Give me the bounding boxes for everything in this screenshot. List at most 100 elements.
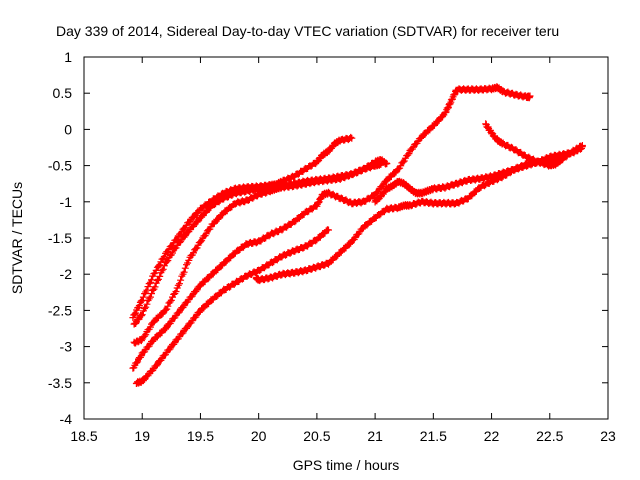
data-point	[362, 168, 365, 170]
data-point	[316, 161, 318, 163]
data-point	[479, 88, 481, 91]
series-1	[129, 133, 356, 322]
data-point	[222, 192, 225, 194]
plot-area	[83, 56, 609, 420]
data-point	[467, 179, 470, 181]
y-axis-label: SDTVAR / TECUs	[9, 182, 25, 294]
data-point	[292, 185, 295, 187]
data-point	[403, 182, 406, 185]
data-point	[269, 262, 272, 265]
data-point	[188, 221, 190, 223]
x-tick-label: 22	[484, 428, 500, 444]
data-point	[153, 367, 155, 370]
y-tick-label: -2	[60, 266, 73, 282]
data-point	[141, 313, 143, 315]
data-point	[234, 202, 237, 204]
data-point	[255, 277, 258, 279]
y-tick-label: -1.5	[48, 230, 72, 246]
data-point	[234, 282, 237, 284]
data-point	[374, 164, 376, 167]
y-tick-label: 0	[64, 121, 72, 137]
data-point	[257, 279, 260, 281]
data-point	[467, 88, 470, 91]
data-point	[467, 197, 470, 199]
data-point	[234, 188, 237, 190]
data-point	[374, 193, 376, 196]
data-point	[351, 137, 353, 139]
y-tick-label: -2.5	[48, 302, 72, 318]
data-point	[176, 313, 178, 315]
data-point	[391, 185, 394, 187]
data-point	[351, 202, 353, 204]
data-point	[386, 188, 388, 190]
data-point	[188, 298, 190, 301]
data-point	[496, 139, 499, 142]
x-tick-label: 19	[134, 428, 150, 444]
data-point	[141, 338, 143, 341]
data-point	[333, 143, 336, 145]
data-point	[339, 139, 342, 142]
data-point	[304, 211, 307, 214]
data-point	[444, 202, 446, 204]
data-point	[188, 258, 190, 261]
data-point	[211, 298, 213, 301]
y-axis: -4 -3.5 -3 -2.5 -2 -1.5 -1 -0.5 0 0.5 1	[48, 49, 608, 427]
data-point	[432, 202, 435, 204]
data-point	[420, 135, 423, 138]
y-tick-label: -0.5	[48, 158, 72, 174]
data-point	[409, 204, 411, 207]
y-tick-label: -3.5	[48, 375, 72, 391]
series-8-markers	[482, 120, 565, 170]
data-point	[514, 168, 516, 170]
data-point	[327, 262, 330, 265]
data-point	[581, 146, 584, 149]
data-point	[199, 216, 202, 219]
data-point	[386, 163, 388, 165]
data-point	[339, 177, 342, 180]
data-point	[246, 190, 248, 192]
data-point	[327, 228, 330, 231]
data-point	[281, 186, 283, 189]
data-point	[199, 309, 202, 312]
data-point	[304, 182, 307, 185]
data-point	[537, 161, 539, 163]
data-point	[432, 188, 435, 190]
data-point	[455, 202, 458, 204]
data-point	[351, 173, 353, 176]
data-point	[269, 277, 272, 279]
chart-title: Day 339 of 2014, Sidereal Day-to-day VTE…	[56, 23, 559, 39]
data-point	[403, 204, 406, 207]
data-point	[188, 230, 190, 232]
data-point	[327, 179, 330, 181]
data-point	[420, 192, 423, 194]
data-point	[351, 240, 353, 243]
series-4	[129, 83, 534, 372]
series-5	[132, 226, 332, 387]
series-8	[482, 120, 565, 170]
data-point	[525, 156, 528, 158]
data-point	[164, 253, 167, 255]
data-point	[211, 204, 213, 207]
x-tick-label: 18.5	[70, 428, 97, 444]
data-point	[490, 132, 493, 134]
data-point	[479, 177, 481, 180]
data-point	[275, 188, 277, 190]
data-point	[281, 255, 283, 257]
data-point	[257, 269, 260, 272]
data-point	[386, 208, 388, 210]
series-7-markers	[371, 143, 586, 206]
data-point	[374, 201, 376, 203]
data-point	[432, 125, 435, 127]
data-point	[327, 150, 330, 152]
data-point	[176, 244, 178, 246]
data-point	[176, 338, 178, 341]
data-point	[572, 151, 574, 154]
data-point	[153, 273, 155, 276]
data-point	[153, 287, 155, 290]
data-point	[188, 324, 190, 326]
data-point	[455, 88, 458, 91]
data-point	[479, 186, 481, 189]
y-tick-label: 0.5	[53, 85, 73, 101]
data-point	[560, 159, 563, 161]
data-point	[234, 192, 237, 194]
